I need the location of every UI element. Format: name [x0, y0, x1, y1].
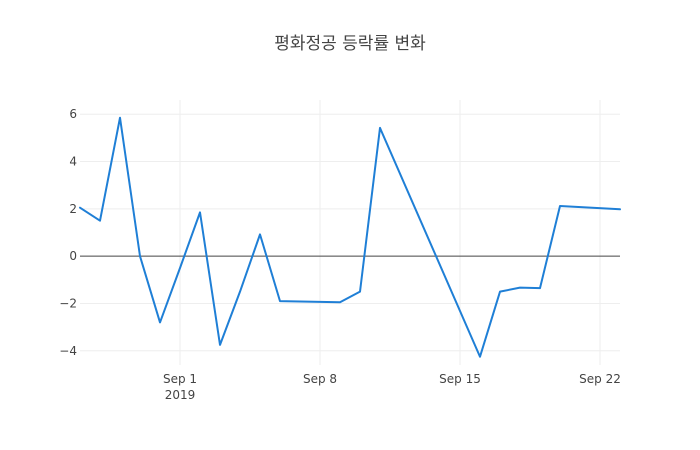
x-tick-label: Sep 1 — [163, 372, 197, 386]
y-tick-label: −4 — [59, 344, 77, 358]
y-tick-label: −2 — [59, 296, 77, 310]
x-grid — [179, 100, 601, 365]
x-tick-sublabel: 2019 — [165, 388, 196, 402]
y-tick-label: 0 — [69, 249, 77, 263]
y-tick-label: 4 — [69, 155, 77, 169]
x-tick-label: Sep 8 — [303, 372, 337, 386]
y-tick-label: 2 — [69, 202, 77, 216]
x-tick-label: Sep 22 — [579, 372, 621, 386]
series-group — [79, 116, 621, 358]
x-tick-label: Sep 15 — [439, 372, 481, 386]
y-axis-ticks: −4 −2 0 2 4 6 — [59, 107, 77, 358]
chart-title: 평화정공 등락률 변화 — [274, 34, 426, 54]
series-line — [79, 116, 621, 358]
y-tick-label: 6 — [69, 107, 77, 121]
x-axis-ticks: Sep 1 2019 Sep 8 Sep 15 Sep 22 — [163, 372, 621, 402]
y-grid — [80, 113, 620, 352]
